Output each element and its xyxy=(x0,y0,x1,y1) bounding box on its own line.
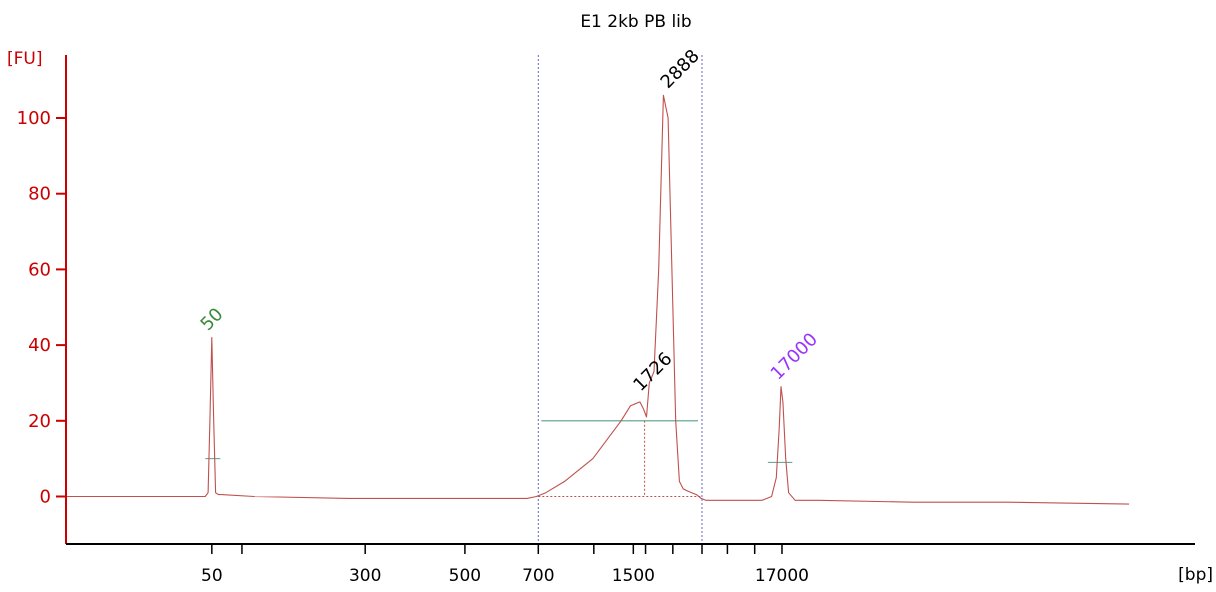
x-axis-unit-label: [bp] xyxy=(1178,565,1213,585)
x-tick-label-700: 700 xyxy=(522,566,554,586)
y-tick-label-80: 80 xyxy=(28,184,51,205)
y-axis-unit-label: [FU] xyxy=(7,49,43,69)
y-tick-label-0: 0 xyxy=(40,487,51,508)
x-tick-label-17000: 17000 xyxy=(755,566,809,586)
trace-layer xyxy=(66,94,1130,505)
chart-title: E1 2kb PB lib xyxy=(580,12,691,32)
region-layer xyxy=(205,55,793,544)
x-tick-label-300: 300 xyxy=(349,566,381,586)
y-tick-label-20: 20 xyxy=(28,411,51,432)
x-tick-label-50: 50 xyxy=(201,566,223,586)
trace-line-0 xyxy=(66,94,1130,505)
labels-layer: 50 1726 2888 17000 xyxy=(197,46,822,396)
y-tick-label-100: 100 xyxy=(17,108,51,129)
x-tick-label-1500: 1500 xyxy=(612,566,655,586)
x-tick-label-500: 500 xyxy=(449,566,481,586)
axes-layer: 0 20 40 60 80 100 50 300 500 700 1500 17000 xyxy=(17,55,1195,586)
peak-label-1726: 1726 xyxy=(629,348,676,395)
peak-label-50: 50 xyxy=(197,304,228,335)
peak-label-17000: 17000 xyxy=(767,329,822,384)
y-tick-label-40: 40 xyxy=(28,335,51,356)
peak-label-2888: 2888 xyxy=(657,46,704,93)
y-tick-label-60: 60 xyxy=(28,259,51,280)
